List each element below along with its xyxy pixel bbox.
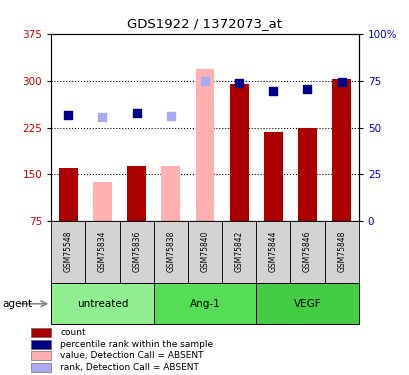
Text: value, Detection Call = ABSENT: value, Detection Call = ABSENT [60, 351, 203, 360]
Point [337, 79, 344, 85]
Bar [31, 363, 51, 372]
Point [65, 112, 72, 118]
Point [235, 80, 242, 86]
Text: GSM75844: GSM75844 [268, 230, 277, 272]
Bar [222, 221, 256, 283]
Bar [153, 283, 256, 324]
Bar [51, 221, 85, 283]
Bar [161, 166, 180, 221]
Point [133, 110, 139, 116]
Text: VEGF: VEGF [293, 299, 321, 309]
Text: GSM75840: GSM75840 [200, 230, 209, 272]
Bar [127, 166, 146, 221]
Text: GSM75548: GSM75548 [64, 230, 73, 272]
Text: GSM75846: GSM75846 [302, 230, 311, 272]
Text: agent: agent [2, 299, 32, 309]
Bar [153, 221, 187, 283]
Bar [59, 168, 78, 221]
Bar [229, 84, 248, 221]
Point [270, 88, 276, 94]
Bar [297, 128, 316, 221]
Bar [31, 351, 51, 360]
Bar [31, 340, 51, 348]
Text: untreated: untreated [76, 299, 128, 309]
Bar [119, 221, 153, 283]
Bar [263, 132, 282, 221]
Text: GDS1922 / 1372073_at: GDS1922 / 1372073_at [127, 17, 282, 30]
Point [167, 113, 174, 119]
Text: percentile rank within the sample: percentile rank within the sample [60, 340, 213, 349]
Text: GSM75836: GSM75836 [132, 230, 141, 272]
Bar [195, 69, 214, 221]
Point [99, 114, 106, 120]
Bar [93, 182, 112, 221]
Text: GSM75834: GSM75834 [98, 230, 107, 272]
Text: Ang-1: Ang-1 [189, 299, 220, 309]
Bar [31, 328, 51, 337]
Point [303, 86, 310, 92]
Bar [187, 221, 222, 283]
Bar [290, 221, 324, 283]
Text: GSM75842: GSM75842 [234, 230, 243, 272]
Text: rank, Detection Call = ABSENT: rank, Detection Call = ABSENT [60, 363, 199, 372]
Bar [85, 221, 119, 283]
Bar [324, 221, 358, 283]
Text: GSM75848: GSM75848 [336, 230, 345, 272]
Bar [331, 80, 350, 221]
Text: GSM75838: GSM75838 [166, 230, 175, 272]
Text: count: count [60, 328, 86, 337]
Bar [256, 221, 290, 283]
Bar [51, 283, 153, 324]
Point [201, 78, 208, 84]
Bar [256, 283, 358, 324]
